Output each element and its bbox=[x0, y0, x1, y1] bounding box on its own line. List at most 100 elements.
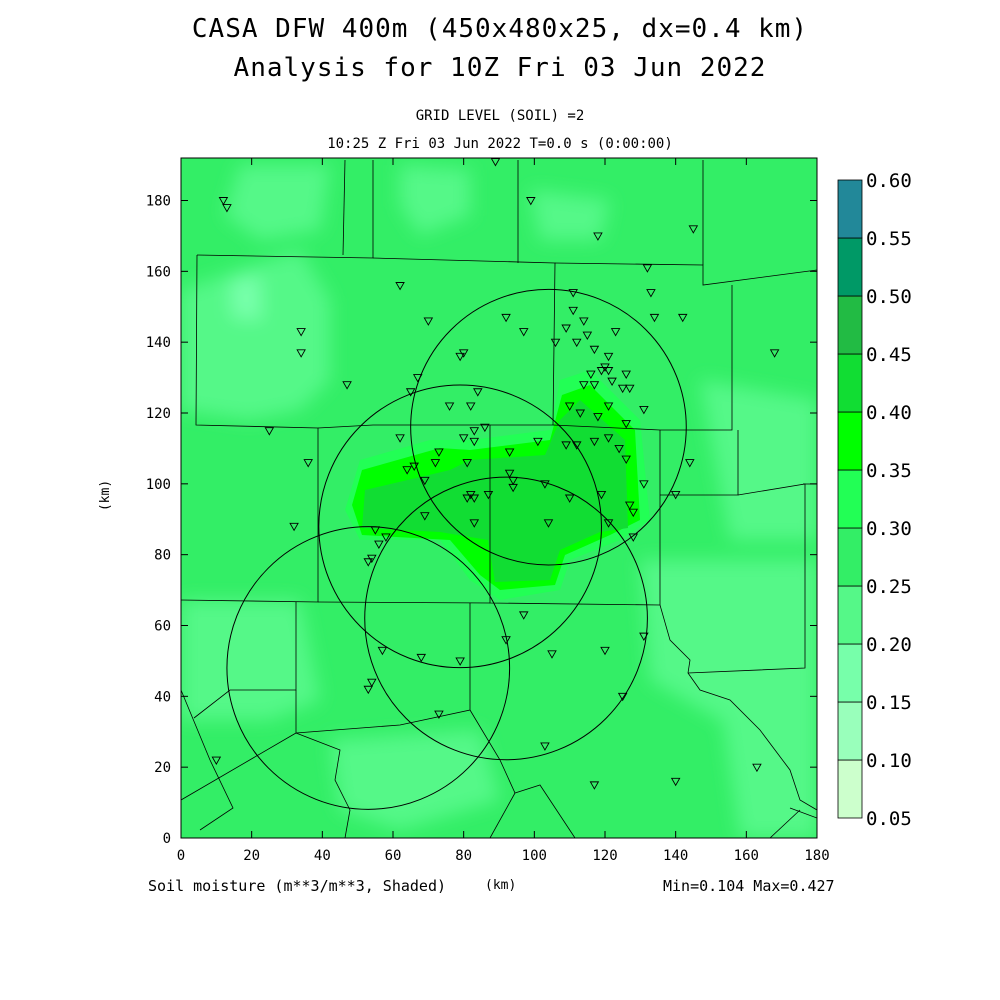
field-label: Soil moisture (m**3/m**3, Shaded) bbox=[148, 877, 447, 895]
station-marker bbox=[628, 533, 639, 542]
station-marker bbox=[540, 742, 550, 751]
station-marker bbox=[603, 367, 614, 376]
station-marker bbox=[639, 406, 649, 415]
soil-moisture-field bbox=[181, 158, 817, 838]
station-marker bbox=[614, 444, 624, 454]
station-marker bbox=[395, 434, 405, 443]
station-marker bbox=[621, 420, 631, 429]
station-marker bbox=[303, 459, 313, 468]
station-marker bbox=[564, 402, 575, 411]
colorbar-swatch bbox=[837, 237, 863, 297]
station-marker bbox=[589, 781, 600, 790]
station-marker bbox=[596, 491, 607, 500]
station-marker bbox=[508, 476, 518, 486]
colorbar-swatch bbox=[837, 179, 863, 239]
station-marker bbox=[367, 554, 377, 564]
colorbar-label: 0.50 bbox=[866, 286, 912, 308]
station-marker bbox=[409, 462, 419, 472]
station-marker bbox=[458, 434, 469, 443]
colorbar-label: 0.55 bbox=[866, 228, 912, 250]
colorbar-label: 0.20 bbox=[866, 634, 912, 656]
colorbar-swatch bbox=[837, 295, 863, 355]
station-marker bbox=[561, 441, 571, 450]
station-marker bbox=[550, 338, 561, 348]
station-marker bbox=[289, 522, 299, 532]
min-max-label: Min=0.104 Max=0.427 bbox=[663, 877, 835, 895]
station-marker bbox=[504, 469, 515, 479]
station-marker bbox=[639, 632, 649, 642]
x-tick-label: 80 bbox=[455, 848, 472, 864]
station-marker bbox=[603, 519, 614, 528]
x-tick-label: 180 bbox=[804, 848, 829, 864]
station-markers bbox=[211, 158, 780, 790]
station-marker bbox=[342, 381, 352, 390]
grid-level-label: GRID LEVEL (SOIL) =2 bbox=[415, 108, 585, 124]
station-marker bbox=[462, 494, 472, 503]
station-marker bbox=[370, 526, 381, 535]
station-marker bbox=[420, 476, 430, 486]
station-marker bbox=[752, 763, 762, 773]
station-marker bbox=[377, 646, 388, 656]
station-marker bbox=[649, 313, 660, 323]
station-marker bbox=[564, 494, 575, 503]
station-marker bbox=[593, 413, 603, 422]
time-label: 10:25 Z Fri 03 Jun 2022 T=0.0 s (0:00:00… bbox=[327, 136, 673, 152]
station-marker bbox=[423, 317, 434, 326]
station-marker bbox=[568, 306, 578, 316]
station-marker bbox=[621, 370, 631, 379]
station-marker bbox=[589, 437, 600, 447]
station-marker bbox=[593, 232, 603, 241]
station-marker bbox=[469, 519, 480, 528]
y-tick-label: 100 bbox=[146, 477, 171, 493]
station-marker bbox=[483, 491, 494, 500]
x-tick-label: 100 bbox=[522, 848, 547, 864]
x-tick-label: 160 bbox=[734, 848, 759, 864]
x-tick-label: 40 bbox=[314, 848, 331, 864]
colorbar-swatch bbox=[837, 411, 863, 471]
station-marker bbox=[621, 455, 631, 464]
colorbar: 0.05 0.10 0.15 0.20 0.25 0.30 0.35 0.40 0.45 0.50… bbox=[837, 170, 912, 830]
station-marker bbox=[412, 374, 423, 383]
station-marker bbox=[490, 158, 501, 167]
station-marker bbox=[469, 427, 480, 436]
station-marker bbox=[607, 377, 617, 387]
station-marker bbox=[455, 352, 465, 362]
colorbar-swatch bbox=[837, 353, 863, 413]
station-marker bbox=[533, 437, 543, 447]
y-tick-label: 140 bbox=[146, 335, 171, 351]
station-marker bbox=[405, 388, 416, 397]
station-marker bbox=[363, 558, 374, 567]
colorbar-swatch bbox=[837, 527, 863, 587]
y-tick-label: 0 bbox=[163, 831, 171, 847]
colorbar-label: 0.60 bbox=[866, 170, 912, 192]
y-axis-unit: (km) bbox=[98, 479, 114, 512]
station-marker bbox=[473, 388, 483, 397]
station-marker bbox=[222, 204, 232, 213]
station-marker bbox=[540, 480, 550, 489]
x-tick-label: 140 bbox=[663, 848, 688, 864]
y-tick-label: 160 bbox=[146, 264, 171, 280]
y-tick-label: 180 bbox=[146, 194, 171, 210]
station-marker bbox=[367, 678, 377, 688]
station-marker bbox=[571, 441, 582, 450]
station-marker bbox=[430, 459, 441, 468]
y-tick-label: 40 bbox=[154, 689, 171, 705]
station-marker bbox=[685, 459, 695, 468]
colorbar-label: 0.30 bbox=[866, 518, 912, 540]
station-marker bbox=[639, 480, 649, 489]
station-marker bbox=[518, 611, 529, 620]
colorbar-swatch bbox=[837, 701, 863, 761]
station-marker bbox=[402, 466, 412, 475]
station-marker bbox=[444, 402, 455, 411]
colorbar-swatch bbox=[837, 469, 863, 529]
station-marker bbox=[589, 345, 600, 355]
y-tick-label: 60 bbox=[154, 619, 171, 635]
station-marker bbox=[582, 331, 593, 340]
colorbar-label: 0.10 bbox=[866, 750, 912, 772]
x-tick-label: 20 bbox=[243, 848, 260, 864]
station-marker bbox=[211, 756, 222, 765]
station-marker bbox=[603, 352, 614, 362]
analysis-title: Analysis for 10Z Fri 03 Jun 2022 bbox=[233, 53, 767, 83]
station-marker bbox=[624, 501, 635, 510]
